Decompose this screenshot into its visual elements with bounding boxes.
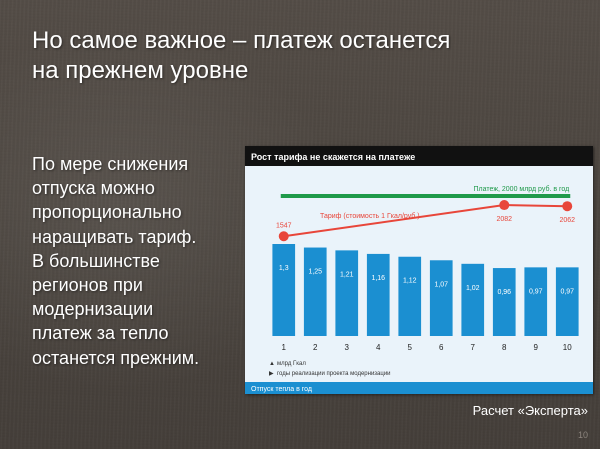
tariff-point-label: 2062 [559, 217, 575, 224]
source-caption: Расчет «Эксперта» [472, 403, 588, 418]
chart-title: Рост тарифа не скажется на платеже [251, 152, 415, 162]
body-line: останется прежним. [32, 347, 200, 368]
body-line: платеж за тепло [32, 323, 169, 344]
bar-value-label: 0,97 [529, 288, 543, 295]
body-line: отпуска можно [32, 178, 155, 199]
bar-value-label: 0,97 [560, 288, 574, 295]
title-line-1: Но самое важное – платеж останется [32, 27, 451, 54]
x-tick-label: 7 [471, 343, 476, 352]
tariff-payment-chart: Рост тарифа не скажется на платеже Платеж… [245, 146, 593, 394]
body-line: В большинстве [32, 250, 160, 271]
chart-header-band [245, 146, 593, 166]
tariff-point-label: 1547 [276, 222, 292, 229]
chart-bar [398, 256, 422, 336]
legend-marker-units: ▲ [269, 361, 275, 367]
bar-value-label: 1,02 [466, 285, 480, 292]
tariff-line-label: Тариф (стоимость 1 Гкал/руб.) [320, 212, 420, 220]
chart-bar [335, 250, 359, 336]
x-tick-label: 8 [502, 343, 507, 352]
chart-footer-band [245, 382, 593, 394]
chart-svg: Рост тарифа не скажется на платеже Платеж… [245, 146, 593, 394]
x-tick-label: 3 [345, 343, 350, 352]
chart-bar [555, 267, 579, 336]
x-tick-label: 10 [563, 343, 572, 352]
legend-units: млрд Гкал [277, 361, 306, 367]
legend-marker-years: ▶ [269, 371, 274, 377]
x-tick-label: 5 [408, 343, 413, 352]
tariff-point [562, 201, 573, 212]
tariff-point [278, 231, 289, 242]
x-tick-label: 1 [282, 343, 287, 352]
x-tick-label: 4 [376, 343, 381, 352]
bar-value-label: 1,3 [279, 265, 289, 272]
tariff-point-label: 2082 [496, 216, 512, 223]
body-line: наращивать тариф. [32, 226, 197, 247]
body-line: По мере снижения [32, 154, 189, 174]
slide-title: Но самое важное – платеж останется на пр… [32, 26, 572, 86]
tariff-line [283, 204, 568, 238]
bar-value-label: 1,21 [340, 271, 354, 278]
chart-bar [429, 260, 453, 336]
bar-value-label: 1,12 [403, 278, 417, 285]
body-line: пропорционально [32, 202, 182, 223]
bar-value-label: 1,25 [308, 269, 322, 276]
legend-years: годы реализации проекта модернизации [277, 371, 391, 377]
body-text: По мере снижения отпуска можно пропорцио… [32, 152, 237, 370]
chart-bar [272, 244, 296, 336]
bar-value-label: 1,16 [371, 275, 385, 282]
chart-bar [303, 247, 327, 336]
x-tick-label: 2 [313, 343, 318, 352]
body-line: регионов при [32, 275, 143, 296]
x-tick-label: 9 [534, 343, 539, 352]
title-line-2: на прежнем уровне [32, 57, 249, 84]
body-line: модернизации [32, 299, 154, 320]
payment-line-label: Платеж, 2000 млрд руб. в год [474, 185, 570, 193]
bar-value-label: 1,07 [434, 281, 448, 288]
chart-bar [492, 268, 516, 336]
chart-bar [524, 267, 548, 336]
chart-bar [366, 253, 390, 336]
x-tick-label: 6 [439, 343, 444, 352]
chart-footer-label: Отпуск тепла в год [251, 386, 312, 393]
bar-value-label: 0,96 [497, 289, 511, 296]
chart-bar [461, 263, 485, 336]
page-number: 10 [577, 430, 588, 440]
tariff-point [499, 200, 510, 211]
